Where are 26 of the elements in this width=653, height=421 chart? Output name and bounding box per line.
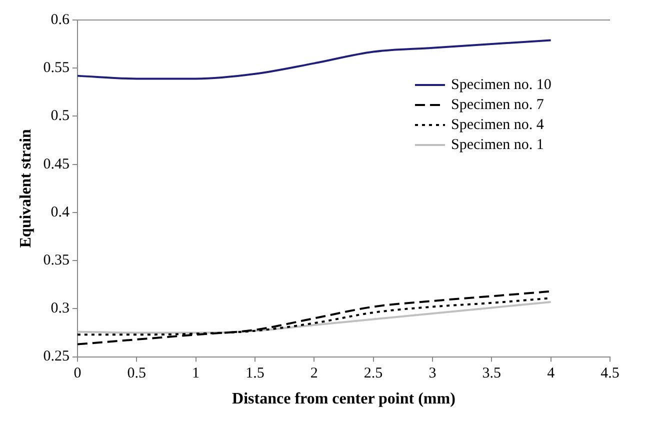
y-tick-label: 0.35 bbox=[43, 252, 70, 269]
legend-label: Specimen no. 10 bbox=[451, 76, 552, 93]
x-tick-label: 1 bbox=[192, 366, 200, 382]
legend-label: Specimen no. 4 bbox=[451, 116, 544, 133]
legend-label: Specimen no. 7 bbox=[451, 96, 544, 113]
x-tick-label: 3.5 bbox=[482, 366, 502, 382]
y-tick-label: 0.55 bbox=[43, 60, 70, 76]
line-series bbox=[77, 39, 552, 80]
x-tick-label: 4.5 bbox=[600, 366, 620, 382]
x-tick-label: 4 bbox=[547, 366, 556, 382]
x-tick-label: 0.5 bbox=[127, 366, 146, 382]
y-tick-label: 0.25 bbox=[43, 348, 70, 365]
x-tick-label: 0 bbox=[74, 366, 82, 382]
y-tick-label: 0.4 bbox=[50, 204, 70, 220]
line-series bbox=[77, 290, 552, 346]
x-tick-label: 2.5 bbox=[364, 366, 383, 382]
x-tick-label: 1.5 bbox=[246, 366, 264, 382]
y-tick-label: 0.6 bbox=[50, 12, 70, 28]
x-axis-title: Distance from center point (mm) bbox=[232, 390, 456, 408]
y-axis-title: Equivalent strain bbox=[18, 128, 35, 248]
y-tick-label: 0.5 bbox=[50, 108, 70, 124]
x-tick-label: 3 bbox=[428, 366, 436, 382]
legend-label: Specimen no. 1 bbox=[451, 136, 544, 153]
y-tick-label: 0.3 bbox=[50, 300, 70, 317]
x-tick-label: 2 bbox=[310, 366, 318, 382]
y-tick-label: 0.45 bbox=[43, 156, 70, 172]
